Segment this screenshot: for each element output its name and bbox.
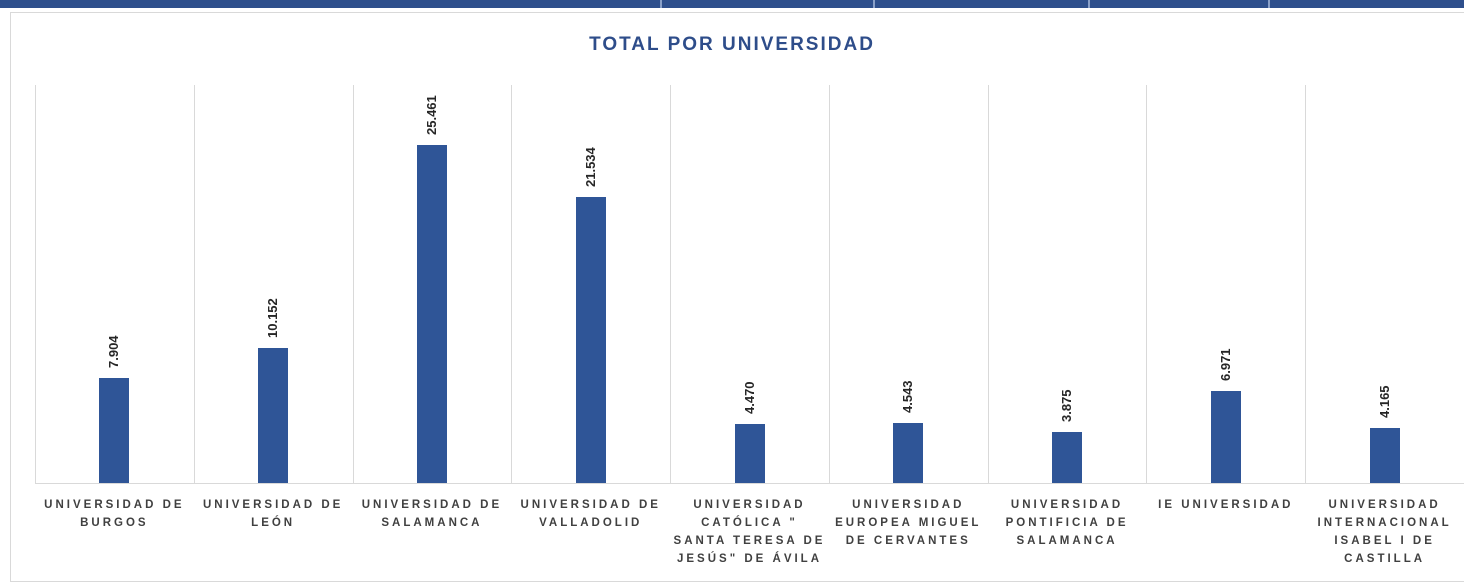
x-tick-label: UNIVERSIDAD DE LEÓN — [202, 499, 344, 529]
x-tick-label: IE UNIVERSIDAD — [1158, 499, 1294, 511]
grid-line — [1146, 85, 1148, 483]
chart-title: TOTAL POR UNIVERSIDAD — [589, 34, 875, 55]
bar — [416, 145, 447, 483]
bar — [258, 348, 289, 483]
grid-line — [193, 85, 195, 483]
x-tick-label: UNIVERSIDAD INTERNACIONAL ISABEL I DE CA… — [1317, 499, 1452, 565]
x-tick-label: UNIVERSIDAD CATÓLICA " SANTA TERESA DE J… — [673, 499, 826, 565]
data-label: 10.152 — [265, 298, 281, 339]
x-tick-label: UNIVERSIDAD DE BURGOS — [44, 499, 185, 529]
grid-line — [828, 85, 830, 483]
data-label: 25.461 — [423, 95, 439, 136]
data-label: 7.904 — [106, 335, 122, 369]
grid-line — [511, 85, 513, 483]
grid-line — [1305, 85, 1307, 483]
x-tick-label: UNIVERSIDAD PONTIFICIA DE SALAMANCA — [1005, 499, 1129, 547]
data-label: 4.165 — [1376, 385, 1392, 418]
grid-line — [987, 85, 989, 483]
header-separator — [873, 0, 875, 8]
bar — [1369, 427, 1400, 483]
x-tick-label: UNIVERSIDAD DE VALLADOLID — [520, 499, 661, 529]
x-tick-label: UNIVERSIDAD EUROPEA MIGUEL DE CERVANTES — [835, 499, 982, 547]
x-axis — [35, 483, 1464, 484]
bar — [575, 197, 606, 483]
grid-line — [35, 85, 36, 483]
header-separator — [1088, 0, 1090, 8]
header-strip — [0, 0, 1464, 8]
bar — [1210, 390, 1241, 483]
grid-line — [352, 85, 354, 483]
grid-line — [670, 85, 672, 483]
bar — [734, 423, 765, 483]
data-label: 3.875 — [1059, 389, 1075, 422]
bar — [99, 378, 130, 483]
x-tick-label: UNIVERSIDAD DE SALAMANCA — [361, 499, 503, 529]
header-separator — [660, 0, 662, 8]
data-label: 4.543 — [900, 380, 916, 413]
data-label: 4.470 — [741, 381, 757, 414]
data-label: 21.534 — [582, 147, 598, 188]
bar — [1052, 431, 1083, 483]
header-separator — [1268, 0, 1270, 8]
data-label: 6.971 — [1217, 347, 1233, 381]
bar — [893, 422, 924, 483]
